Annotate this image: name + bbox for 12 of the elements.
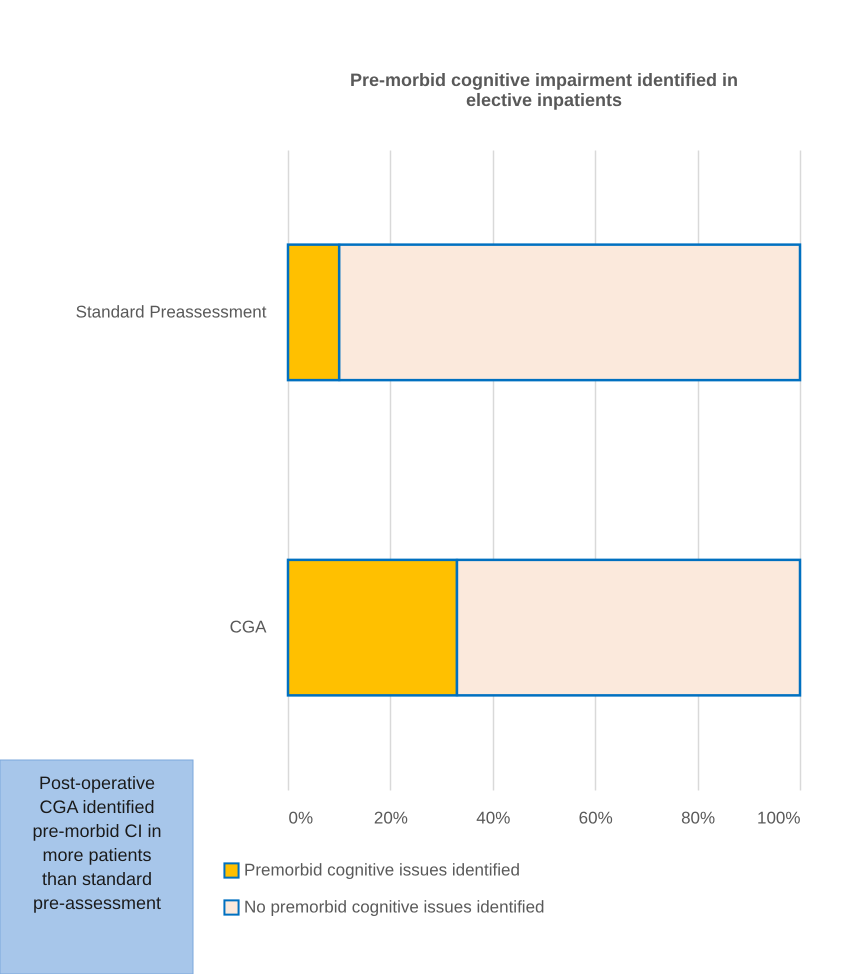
- x-tick-label: 100%: [757, 808, 800, 828]
- x-tick-label: 40%: [476, 808, 510, 828]
- chart-title: Pre-morbid cognitive impairment identified in elective inpatients: [350, 70, 738, 110]
- x-tick-label: 60%: [578, 808, 613, 828]
- y-tick-label: CGA: [230, 618, 268, 637]
- text: Post-operative CGA identified pre-morbid CI in more patients than standard pre-assessment: [32, 773, 162, 913]
- x-tick-label: 0%: [288, 808, 314, 828]
- x-tick-label: 80%: [681, 808, 716, 828]
- legend-label: No premorbid cognitive issues identified: [244, 898, 544, 916]
- x-tick-label: 20%: [374, 808, 408, 828]
- y-tick-label: Standard Preassessment: [76, 302, 267, 322]
- legend-label: Premorbid cognitive issues identified: [244, 860, 520, 880]
